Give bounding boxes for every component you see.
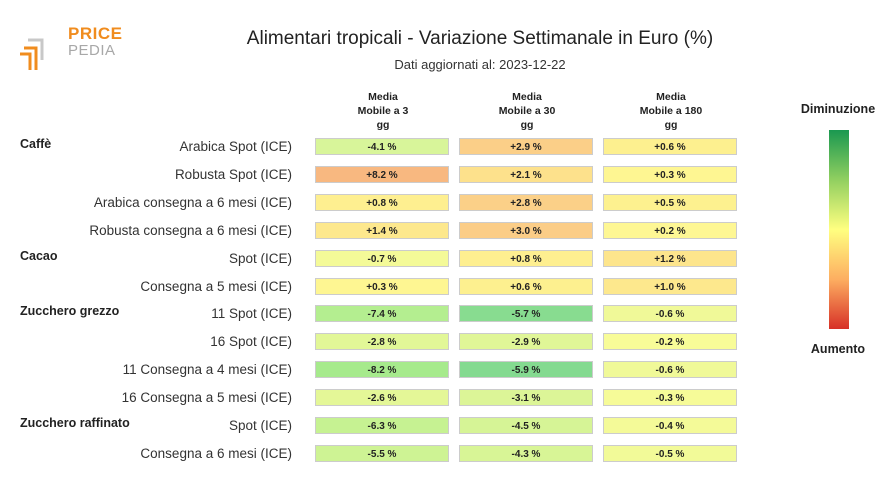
heatmap-cell: -4.5 % xyxy=(459,417,593,434)
row-label: Robusta Spot (ICE) xyxy=(174,166,292,182)
column-header-line: gg xyxy=(376,119,390,131)
column-header-line: gg xyxy=(520,119,534,131)
heatmap-cell: +1.0 % xyxy=(603,277,737,295)
heatmap-cell: -7.4 % xyxy=(315,305,449,323)
row-label: 16 Consegna a 5 mesi (ICE) xyxy=(121,390,292,406)
heatmap-cell: -5.5 % xyxy=(315,444,449,462)
heatmap-cell: +0.2 % xyxy=(603,221,737,239)
heatmap-cell: -6.3 % xyxy=(315,417,449,434)
chart-subtitle: Dati aggiornati al: 2023-12-22 xyxy=(394,57,566,72)
heatmap-cell: -3.1 % xyxy=(459,389,593,407)
heatmap-cell: -5.9 % xyxy=(459,361,593,379)
row-label: 16 Spot (ICE) xyxy=(210,334,292,350)
heatmap-cell: -0.6 % xyxy=(603,305,737,323)
column-header-3gg: Media Mobile a 3 gg xyxy=(315,90,451,132)
heatmap-cell: -0.5 % xyxy=(603,444,737,462)
heatmap-cell: +2.1 % xyxy=(459,165,593,183)
column-header-30gg: Media Mobile a 30 gg xyxy=(459,90,595,132)
group-label: Caffè xyxy=(20,137,52,151)
column-header-line: Media xyxy=(656,91,686,103)
heatmap-cell: -0.2 % xyxy=(603,333,737,351)
group-label: Zucchero raffinato xyxy=(20,416,130,430)
heatmap-cell: -0.3 % xyxy=(603,389,737,407)
heatmap-cell: -0.4 % xyxy=(603,417,737,434)
column-header-line: Mobile a 30 xyxy=(498,105,556,117)
heatmap-cell: +0.6 % xyxy=(603,138,737,155)
heatmap-cell: +0.3 % xyxy=(315,277,449,295)
legend-color-scale xyxy=(829,130,849,329)
heatmap-cell: +2.9 % xyxy=(459,138,593,155)
column-header-line: Media xyxy=(368,91,398,103)
logo-text-pedia: PEDIA xyxy=(68,42,116,59)
row-label: Robusta consegna a 6 mesi (ICE) xyxy=(89,222,292,238)
row-label: Consegna a 6 mesi (ICE) xyxy=(140,445,292,461)
heatmap-cell: +1.4 % xyxy=(315,221,449,239)
column-header-line: Mobile a 3 xyxy=(357,105,409,117)
group-label: Cacao xyxy=(20,248,58,263)
heatmap-cell: +1.2 % xyxy=(603,249,737,267)
column-header-line: Mobile a 180 xyxy=(639,105,703,117)
row-label: Consegna a 5 mesi (ICE) xyxy=(140,278,292,294)
pricepedia-logo: PRICE PEDIA xyxy=(20,24,130,72)
heatmap-cell: +8.2 % xyxy=(315,165,449,183)
heatmap-cell: +0.3 % xyxy=(603,165,737,183)
heatmap-cell: +0.8 % xyxy=(315,193,449,211)
heatmap-cell: +3.0 % xyxy=(459,221,593,239)
logo-text-price: PRICE xyxy=(68,24,123,43)
heatmap-cell: -0.6 % xyxy=(603,361,737,379)
row-label: Spot (ICE) xyxy=(228,250,292,266)
legend-bottom-label: Aumento xyxy=(810,342,866,356)
logo-mark-icon xyxy=(20,38,44,70)
heatmap-cell: -0.7 % xyxy=(315,249,449,267)
heatmap-cell: +2.8 % xyxy=(459,193,593,211)
heatmap-cell: -4.1 % xyxy=(315,138,449,155)
heatmap-cell: -2.8 % xyxy=(315,333,449,351)
group-label: Zucchero grezzo xyxy=(20,304,120,319)
column-header-line: gg xyxy=(664,119,678,131)
row-label: Spot (ICE) xyxy=(228,418,292,433)
column-header-line: Media xyxy=(512,91,542,103)
heatmap-cell: +0.5 % xyxy=(603,193,737,211)
heatmap-cell: -5.7 % xyxy=(459,305,593,323)
chart-title: Alimentari tropicali - Variazione Settim… xyxy=(246,28,714,49)
row-label: Arabica consegna a 6 mesi (ICE) xyxy=(93,194,292,210)
heatmap-cell: -8.2 % xyxy=(315,361,449,379)
row-label: 11 Consegna a 4 mesi (ICE) xyxy=(122,362,292,378)
column-header-180gg: Media Mobile a 180 gg xyxy=(603,90,739,132)
heatmap-cell: -4.3 % xyxy=(459,444,593,462)
heatmap-cell: -2.6 % xyxy=(315,389,449,407)
heatmap-cell: -2.9 % xyxy=(459,333,593,351)
heatmap-cell: +0.8 % xyxy=(459,249,593,267)
row-label: Arabica Spot (ICE) xyxy=(179,139,292,154)
legend-top-label: Diminuzione xyxy=(800,102,876,116)
row-label: 11 Spot (ICE) xyxy=(211,306,292,322)
heatmap-cell: +0.6 % xyxy=(459,277,593,295)
